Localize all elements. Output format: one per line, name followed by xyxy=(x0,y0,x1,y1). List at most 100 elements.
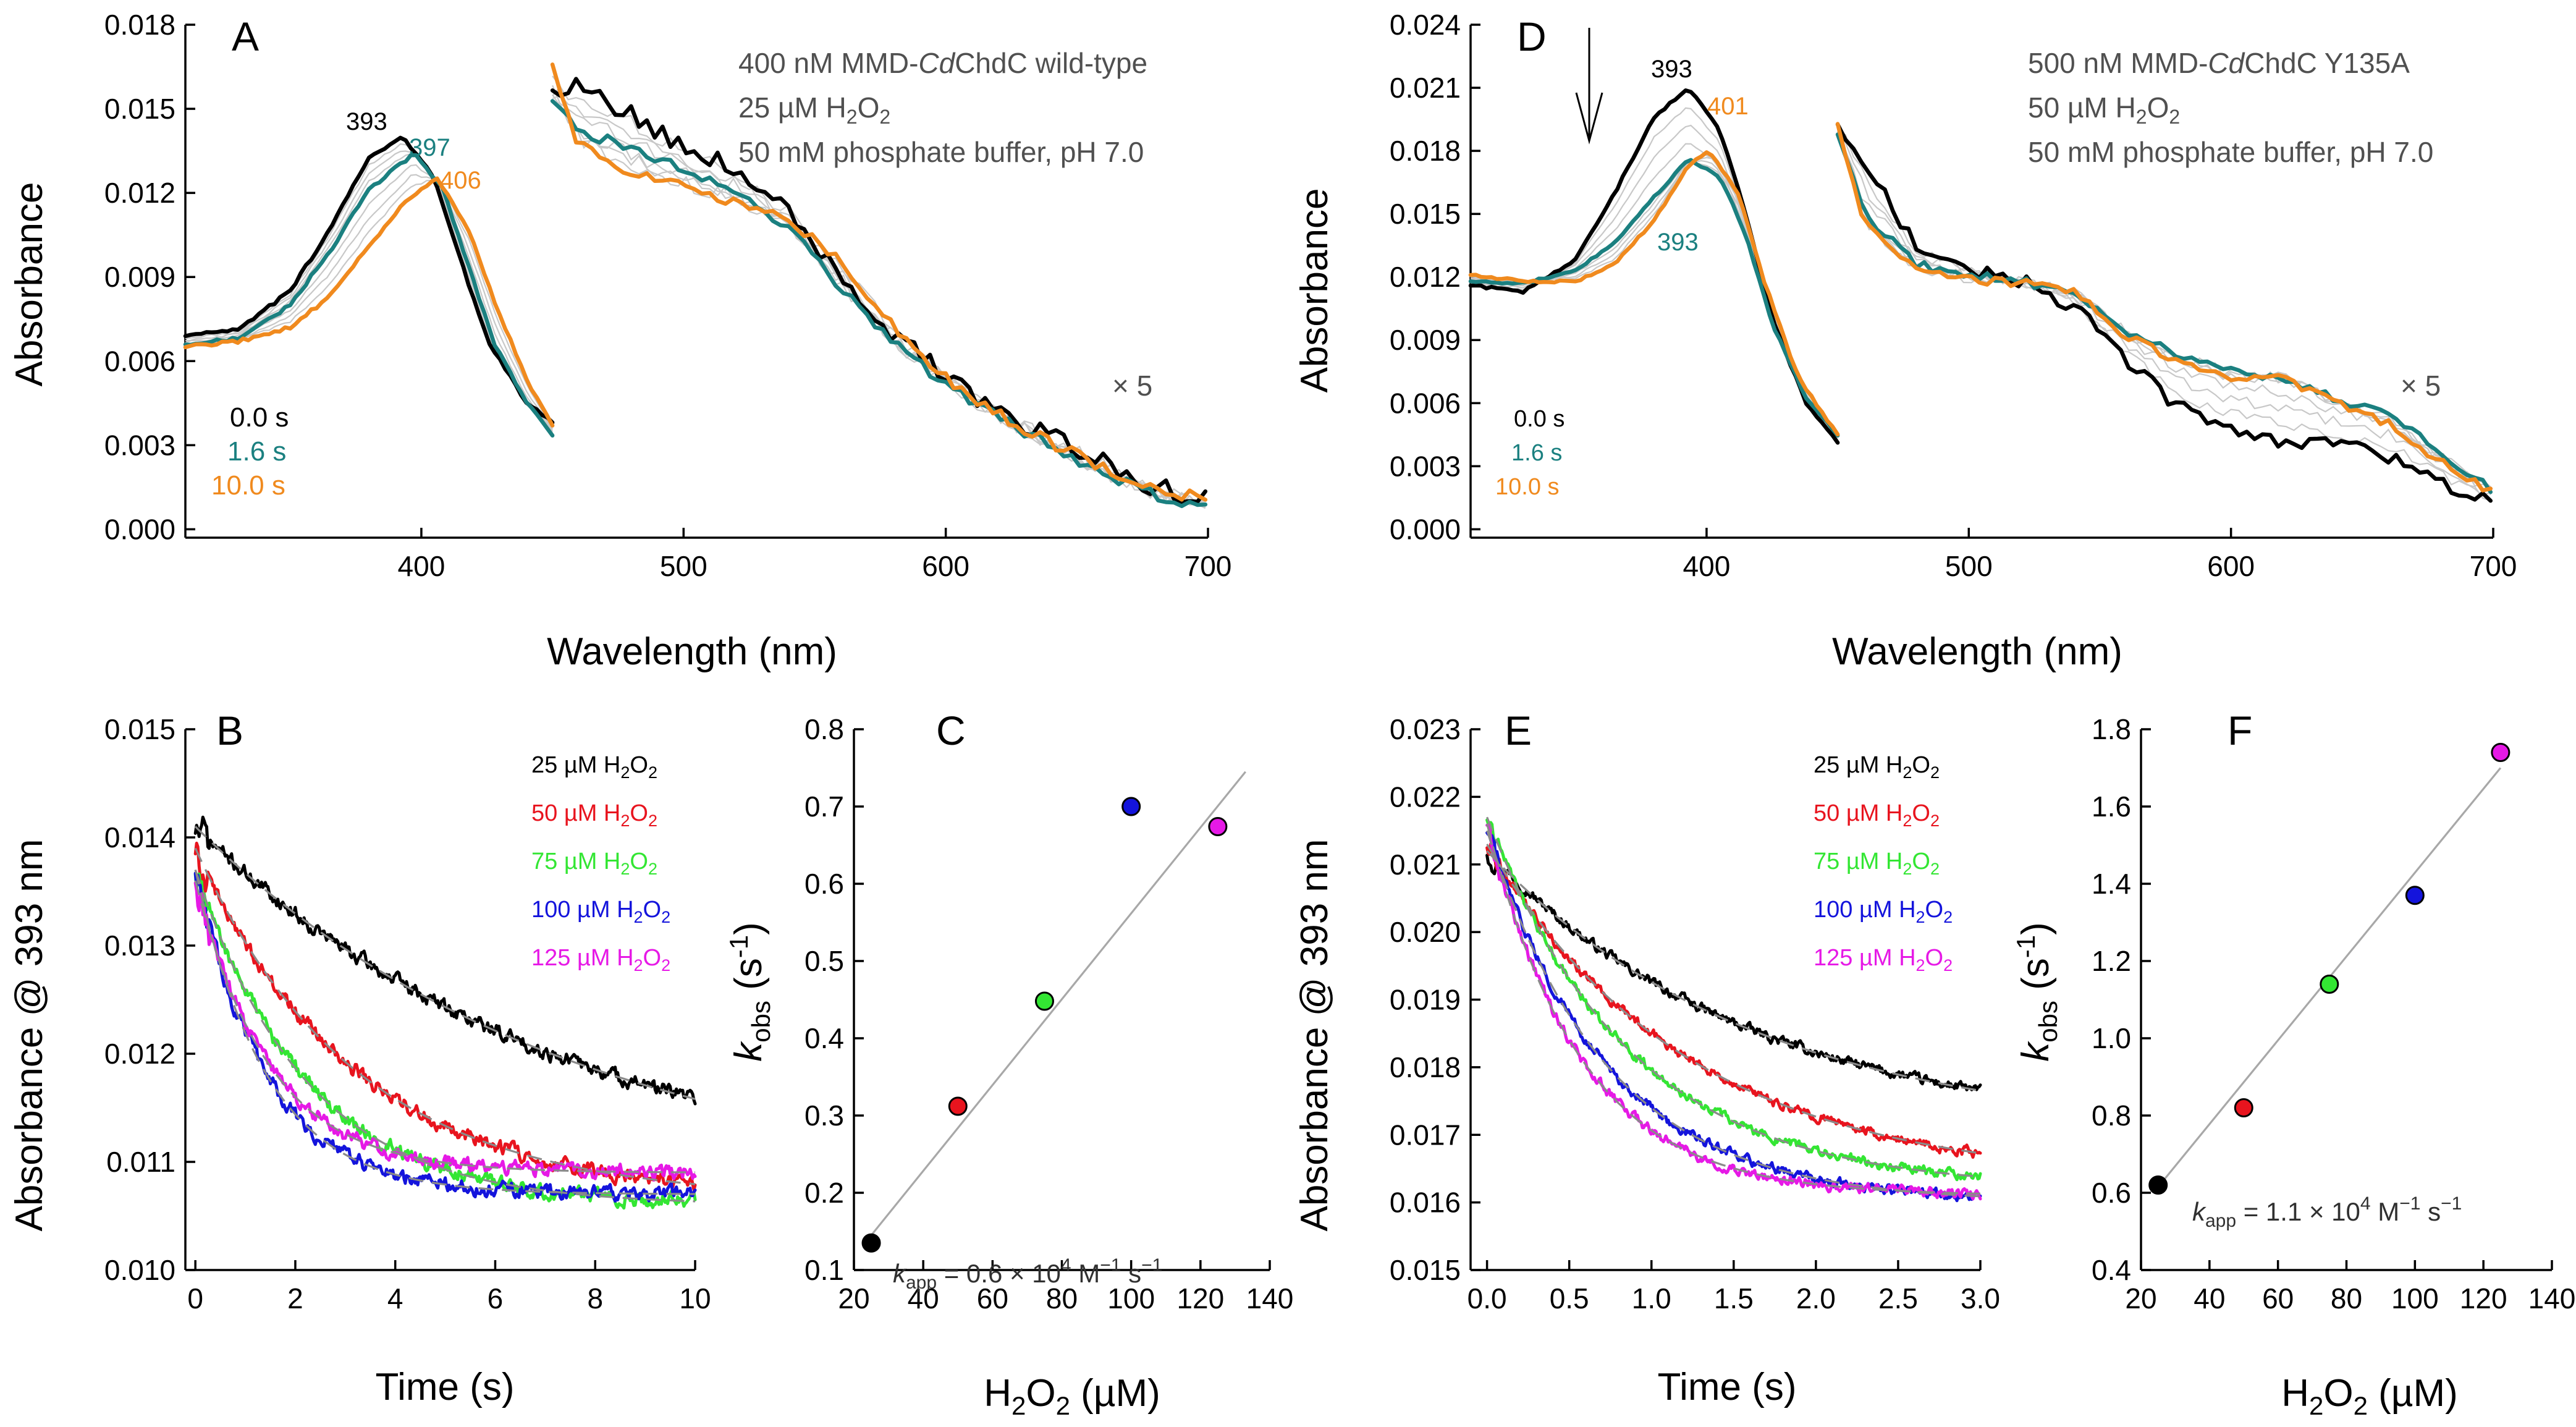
x-tick-label: 1.0 xyxy=(1632,1282,1671,1315)
panel-f-y-axis-label: kobs (s-1) xyxy=(2011,922,2063,1062)
spectrum-0-0-s-soret xyxy=(1468,88,1840,445)
y-tick-label: 1.6 xyxy=(2092,790,2131,823)
x-tick-label: 400 xyxy=(398,550,446,582)
intermediate-spectrum xyxy=(185,164,553,431)
x-tick-label: 700 xyxy=(1185,550,1232,582)
panel-a-axes: 400 500 600 700 0.000 0.003 0.006 0.009 0.012 0.0… xyxy=(104,9,1232,582)
panel-a-scale-note: × 5 xyxy=(1112,370,1152,402)
y-tick-label: 0.000 xyxy=(1390,513,1461,545)
y-tick-label: 0.4 xyxy=(804,1022,844,1054)
fit-75um xyxy=(194,869,696,1203)
x-tick-label: 3.0 xyxy=(1961,1282,2000,1315)
x-tick-label: 500 xyxy=(660,550,707,582)
panel-f-label: F xyxy=(2228,708,2252,753)
panel-e-y-axis-label: Absorbance @ 393 nm xyxy=(1293,839,1336,1231)
x-tick-label: 120 xyxy=(2460,1282,2507,1315)
y-tick-label: 0.6 xyxy=(804,868,844,900)
y-tick-label: 0.8 xyxy=(804,713,844,745)
panel-d-scale-note: × 5 xyxy=(2401,370,2441,402)
y-tick-label: 0.012 xyxy=(104,177,175,209)
panel-e-legend: 25 µM H2O2 50 µM H2O2 75 µM H2O2 100 µM H2O… xyxy=(1814,752,1953,975)
y-tick-label: 0.016 xyxy=(1390,1187,1461,1219)
panel-d-legend-0s: 0.0 s xyxy=(1514,406,1565,432)
spectrum-1-6-s-soret xyxy=(1468,158,1840,438)
x-tick-label: 140 xyxy=(1246,1282,1294,1315)
panel-f: 20 40 60 80 100 120 140 0.4 0.6 0.8 1.0 1.2 1.4 1.6 1.… xyxy=(2011,708,2575,1420)
trace-50um xyxy=(193,841,697,1192)
intermediate-spectrum xyxy=(1837,128,2491,501)
y-tick-label: 0.015 xyxy=(1390,1254,1461,1286)
panel-c: 20 40 60 80 100 120 140 0.1 0.2 0.3 0.4 0.5 0.6 0.7 0.… xyxy=(724,708,1293,1420)
panel-f-kapp-annotation: kapp = 1.1 × 104 M−1 s−1 xyxy=(2192,1193,2462,1231)
y-tick-label: 0.019 xyxy=(1390,984,1461,1016)
legend-entry-100um: 100 µM H2O2 xyxy=(1814,897,1953,926)
legend-entry-25um: 25 µM H2O2 xyxy=(531,752,657,782)
x-tick-label: 60 xyxy=(977,1282,1008,1315)
intermediate-spectrum xyxy=(1837,128,2491,489)
y-tick-label: 1.0 xyxy=(2092,1022,2131,1054)
fit-25um xyxy=(1486,850,1981,1092)
x-tick-label: 10 xyxy=(679,1282,711,1315)
y-tick-label: 0.015 xyxy=(104,93,175,125)
panel-f-axes: 20 40 60 80 100 120 140 0.4 0.6 0.8 1.0 1.2 1.4 1.6 1.… xyxy=(2092,713,2575,1315)
panel-a-y-axis-label: Absorbance xyxy=(8,182,51,387)
intermediate-spectrum xyxy=(185,153,553,433)
intermediate-spectrum xyxy=(1837,133,2491,488)
y-tick-label: 0.009 xyxy=(104,261,175,293)
y-tick-label: 0.3 xyxy=(804,1099,844,1132)
panel-d-info-line-2: 50 µM H2O2 xyxy=(2028,91,2180,128)
x-tick-label: 20 xyxy=(838,1282,869,1315)
fit-50um xyxy=(194,847,696,1185)
legend-entry-100um: 100 µM H2O2 xyxy=(531,897,670,926)
panel-e: 0.0 0.5 1.0 1.5 2.0 2.5 3.0 0.015 0.016 0.017 0.01… xyxy=(1293,708,2000,1408)
x-tick-label: 0.5 xyxy=(1550,1282,1589,1315)
x-tick-label: 20 xyxy=(2125,1282,2156,1315)
x-tick-label: 80 xyxy=(2331,1282,2362,1315)
data-point-75um xyxy=(1034,991,1054,1011)
intermediate-spectrum xyxy=(1837,133,2491,496)
fit-125um xyxy=(194,880,695,1174)
x-tick-label: 6 xyxy=(488,1282,504,1315)
y-tick-label: 0.000 xyxy=(104,513,175,545)
y-tick-label: 0.015 xyxy=(104,713,175,745)
x-tick-label: 100 xyxy=(1107,1282,1155,1315)
y-tick-label: 0.021 xyxy=(1390,849,1461,881)
y-tick-label: 0.017 xyxy=(1390,1119,1461,1151)
y-tick-label: 0.003 xyxy=(1390,450,1461,482)
x-tick-label: 700 xyxy=(2470,550,2517,582)
y-tick-label: 0.018 xyxy=(104,9,175,41)
panel-b-legend: 25 µM H2O2 50 µM H2O2 75 µM H2O2 100 µM H2O… xyxy=(531,752,670,975)
panel-c-x-axis-label: H2O2 (µM) xyxy=(984,1372,1160,1420)
panel-e-x-axis-label: Time (s) xyxy=(1658,1366,1797,1408)
y-tick-label: 1.2 xyxy=(2092,945,2131,977)
y-tick-label: 1.4 xyxy=(2092,868,2131,900)
x-tick-label: 0 xyxy=(187,1282,203,1315)
y-tick-label: 0.5 xyxy=(804,945,844,977)
x-tick-label: 4 xyxy=(387,1282,403,1315)
data-point-50um xyxy=(948,1096,968,1116)
panel-d-label: D xyxy=(1517,14,1547,59)
data-point-25um xyxy=(861,1233,881,1253)
panel-a-legend-1-6s: 1.6 s xyxy=(227,436,286,467)
y-tick-label: 0.014 xyxy=(104,821,175,853)
panel-d-spectra xyxy=(1468,88,2493,503)
regression-line xyxy=(870,771,1246,1236)
legend-entry-75um: 75 µM H2O2 xyxy=(1814,849,1940,878)
y-tick-label: 0.1 xyxy=(804,1254,844,1286)
y-tick-label: 0.011 xyxy=(106,1146,175,1178)
data-point-25um xyxy=(2148,1175,2168,1195)
data-point-125um xyxy=(2491,743,2511,762)
fit-75um xyxy=(1486,816,1981,1178)
panel-a-info-line-1: 400 nM MMD-CdChdC wild-type xyxy=(738,47,1147,79)
spectrum-1-6-s-soret xyxy=(183,153,555,438)
x-tick-label: 120 xyxy=(1176,1282,1224,1315)
trace-100um xyxy=(1485,831,1982,1203)
x-tick-label: 400 xyxy=(1683,550,1731,582)
data-point-100um xyxy=(2405,886,2425,905)
y-tick-label: 0.4 xyxy=(2092,1254,2131,1286)
panel-b-axes: 0 2 4 6 8 10 0.010 0.011 0.012 0.013 0.014 0.015 xyxy=(104,713,711,1315)
panel-f-x-axis-label: H2O2 (µM) xyxy=(2281,1372,2458,1420)
legend-entry-50um: 50 µM H2O2 xyxy=(531,800,657,830)
y-tick-label: 0.006 xyxy=(1390,387,1461,419)
